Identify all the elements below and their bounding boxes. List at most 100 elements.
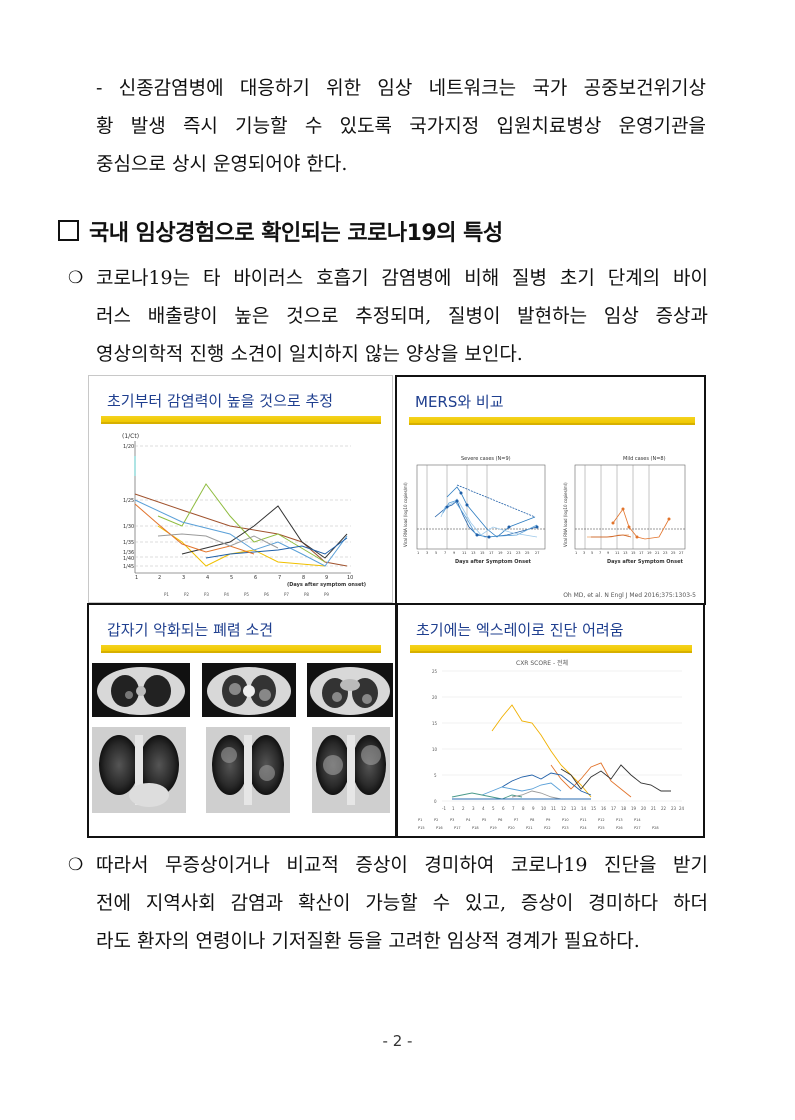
x-tick-label: 21 <box>655 551 659 555</box>
y-axis-label: Viral RNA load (log10 copies/ml) <box>563 482 568 547</box>
legend-item: P11 <box>580 818 587 822</box>
circle-bullet-icon: ❍ <box>68 855 84 875</box>
x-tick-label: 6 <box>254 575 257 581</box>
bullet-paragraph-characteristics: ❍ 코로나19는 타 바이러스 호흡기 감염병에 비해 질병 초기 단계의 바이… <box>68 259 708 373</box>
x-tick-label: 10 <box>347 575 353 581</box>
x-axis-label: (Days after symptom onset) <box>287 582 366 588</box>
panel-title: 초기부터 감염력이 높을 것으로 추정 <box>107 392 334 410</box>
x-tick-label: 15 <box>631 551 635 555</box>
y-tick-label: 1/20 <box>123 444 134 450</box>
x-tick-label: 19 <box>498 551 502 555</box>
x-tick-label: 11 <box>462 551 466 555</box>
y-tick-label: 1/45 <box>123 564 134 570</box>
x-tick-label: 6 <box>502 806 505 811</box>
x-tick-label: 1 <box>135 575 138 581</box>
legend-item: P7 <box>514 818 518 822</box>
y-tick-label: 1/40 <box>123 556 134 562</box>
x-tick-label: 14 <box>581 806 587 811</box>
ct-scan-image <box>307 663 393 717</box>
x-tick-label: 4 <box>206 575 209 581</box>
y-tick-label: 20 <box>432 695 438 700</box>
chest-xray-image <box>206 727 290 813</box>
legend-item: P2 <box>184 592 189 597</box>
x-tick-label: 4 <box>482 806 485 811</box>
legend-item: P19 <box>490 826 497 830</box>
checkbox-square-icon <box>58 220 79 241</box>
text-line: 중심으로 상시 운영되어야 한다. <box>96 153 348 175</box>
x-tick-label: 9 <box>532 806 535 811</box>
cxr-score-chart: CXR SCORE - 전체 0 5 10 15 20 25 -1 1 2 3 … <box>418 659 685 830</box>
y-tick-label: 1/35 <box>123 540 134 546</box>
legend-item: P3 <box>204 592 209 597</box>
y-tick-label: 10 <box>432 747 438 752</box>
legend-item: P7 <box>284 592 289 597</box>
x-tick-label: 1 <box>417 551 419 555</box>
x-tick-label: 25 <box>525 551 529 555</box>
x-tick-label: 23 <box>663 551 667 555</box>
x-tick-label: 17 <box>489 551 493 555</box>
legend-item: P13 <box>616 818 623 822</box>
legend-item: P15 <box>418 826 425 830</box>
y-tick-label: 5 <box>434 773 437 778</box>
x-tick-label: 5 <box>230 575 233 581</box>
panel-title: 초기에는 엑스레이로 진단 어려움 <box>416 621 624 639</box>
legend-item: P14 <box>634 818 641 822</box>
legend-item: P10 <box>562 818 569 822</box>
x-tick-label: 15 <box>480 551 484 555</box>
x-tick-label: 25 <box>671 551 675 555</box>
x-tick-label: 1 <box>452 806 455 811</box>
x-tick-label: 3 <box>583 551 585 555</box>
legend-item: P27 <box>634 826 641 830</box>
y-axis-label: Viral RNA load (log10 copies/ml) <box>403 482 408 547</box>
legend-item: P1 <box>164 592 169 597</box>
y-tick-label: 1/30 <box>123 524 134 530</box>
text-line: 러스 배출량이 높은 것으로 추정되며, 질병이 발현하는 임상 증상과 <box>96 305 708 327</box>
x-tick-label: 3 <box>472 806 475 811</box>
legend-item: P26 <box>616 826 623 830</box>
x-tick-label: 11 <box>551 806 557 811</box>
ct-value-chart: (1/Ct) 1/20 1/25 1/30 1/35 1/36 1/40 1/4… <box>122 433 366 597</box>
text-line: 영상의학적 진행 소견이 일치하지 않는 양상을 보인다. <box>96 343 523 365</box>
legend-item: P20 <box>508 826 515 830</box>
subplot-title: Mild cases (N=8) <box>623 456 666 462</box>
page-number: - 2 - <box>382 1032 413 1050</box>
x-tick-label: 5 <box>591 551 593 555</box>
legend-item: P5 <box>482 818 486 822</box>
legend-item: P6 <box>498 818 502 822</box>
title-highlight-bar <box>101 416 381 424</box>
panel-title: 갑자기 악화되는 폐렴 소견 <box>107 621 274 639</box>
x-tick-label: 21 <box>651 806 657 811</box>
legend-item: P8 <box>530 818 534 822</box>
x-tick-label: 13 <box>623 551 627 555</box>
panel-cxr-score: 초기에는 엑스레이로 진단 어려움 CXR SCORE - 전체 0 5 10 … <box>396 603 705 838</box>
title-highlight-bar <box>409 417 695 425</box>
subplot-title: Severe cases (N=9) <box>461 456 511 462</box>
legend-item: P16 <box>436 826 443 830</box>
x-tick-label: 20 <box>641 806 647 811</box>
title-highlight-bar <box>101 645 381 653</box>
text-line: - 신종감염병에 대응하기 위한 임상 네트워크는 국가 공중보건위기상 <box>96 77 706 99</box>
legend-item: P4 <box>224 592 229 597</box>
paragraph-clinical-network: - 신종감염병에 대응하기 위한 임상 네트워크는 국가 공중보건위기상 황 발… <box>96 69 706 183</box>
legend-item: P18 <box>472 826 479 830</box>
legend-item: P2 <box>434 818 438 822</box>
x-tick-label: 7 <box>599 551 601 555</box>
panel-title: MERS와 비교 <box>415 393 504 411</box>
x-tick-label: 17 <box>611 806 617 811</box>
chart-title: CXR SCORE - 전체 <box>516 659 568 667</box>
x-tick-label: 3 <box>426 551 428 555</box>
circle-bullet-icon: ❍ <box>68 268 84 288</box>
legend-item: P5 <box>244 592 249 597</box>
legend-item: P25 <box>598 826 605 830</box>
x-tick-label: 27 <box>535 551 539 555</box>
x-tick-label: 17 <box>639 551 643 555</box>
legend-item: P28 <box>652 826 659 830</box>
panel-pneumonia-imaging: 갑자기 악화되는 폐렴 소견 <box>87 603 397 838</box>
x-tick-label: 13 <box>471 551 475 555</box>
x-tick-label: 21 <box>507 551 511 555</box>
x-tick-label: 24 <box>679 806 685 811</box>
legend-item: P12 <box>598 818 605 822</box>
y-tick-label: 15 <box>432 721 438 726</box>
panel-infectivity: 초기부터 감염력이 높을 것으로 추정 (1/Ct) 1/20 1/25 1/3… <box>88 375 393 603</box>
x-tick-label: 7 <box>512 806 515 811</box>
